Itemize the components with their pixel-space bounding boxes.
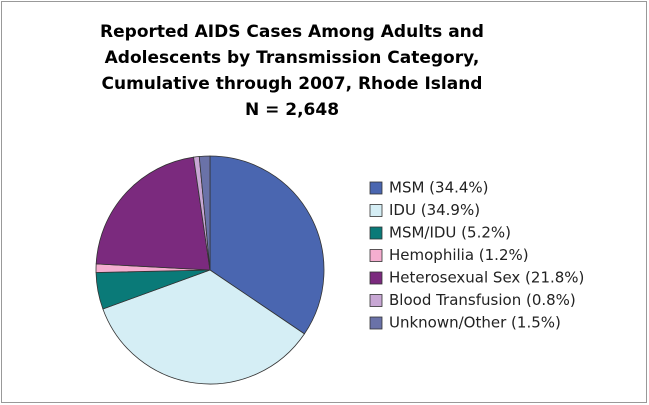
legend-swatch xyxy=(369,181,383,195)
pie-slice xyxy=(209,155,325,335)
legend-label: Hemophilia (1.2%) xyxy=(389,246,529,264)
legend-label: MSM (34.4%) xyxy=(389,179,489,197)
legend-swatch xyxy=(369,271,383,285)
legend-swatch xyxy=(369,204,383,217)
chart-subtitle: N = 2,648 xyxy=(245,100,339,120)
legend-label: Unknown/Other (1.5%) xyxy=(389,314,561,332)
legend-swatch xyxy=(369,226,383,240)
chart-title: Adolescents by Transmission Category, xyxy=(105,48,480,68)
pie-slice xyxy=(198,155,211,271)
pie-slice xyxy=(95,156,211,271)
legend-label: Blood Transfusion (0.8%) xyxy=(389,291,576,309)
legend-label: MSM/IDU (5.2%) xyxy=(389,224,511,242)
legend-swatch xyxy=(369,316,383,330)
legend-label: Heterosexual Sex (21.8%) xyxy=(389,269,584,287)
legend-label: IDU (34.9%) xyxy=(389,201,480,219)
chart-title: Cumulative through 2007, Rhode Island xyxy=(102,74,483,94)
legend-swatch xyxy=(369,294,383,307)
chart-title: Reported AIDS Cases Among Adults and xyxy=(100,22,484,42)
legend-swatch xyxy=(369,249,383,262)
pie-slice xyxy=(102,269,305,385)
